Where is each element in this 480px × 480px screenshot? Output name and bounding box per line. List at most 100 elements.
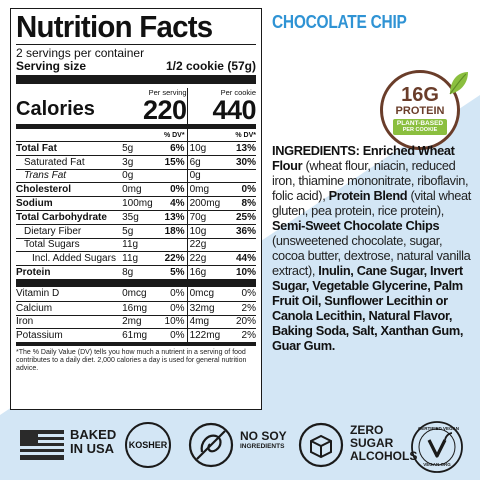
- nutrient-name: Dietary Fiber: [24, 225, 82, 237]
- nutrient-name: Vitamin D: [16, 288, 60, 300]
- dv-serving: 4%: [170, 198, 185, 210]
- badge-word: PROTEIN: [395, 104, 445, 117]
- amount-serving: 35g: [122, 211, 139, 223]
- ingredients-protein-blend: Protein Blend: [328, 188, 408, 203]
- serving-size-label: Serving size: [16, 59, 87, 73]
- amount-cookie: 10g: [186, 142, 225, 155]
- nutrient-row: Saturated Fat 3g 15% 6g 30%: [16, 154, 256, 169]
- dv-cookie: 44%: [235, 253, 256, 265]
- divider-thick: [16, 75, 256, 84]
- nutrient-name: Calcium: [16, 302, 53, 314]
- dv-serving: 15%: [164, 156, 185, 168]
- amount-serving: 0mcg: [122, 288, 147, 300]
- badge-number: 16G: [401, 83, 439, 106]
- amount-cookie: 22g: [186, 238, 225, 252]
- amount-serving: 0mg: [122, 184, 142, 196]
- sugar-cube-icon: [298, 422, 344, 468]
- amount-cookie: 22g: [186, 252, 225, 266]
- product-title: CHOCOLATE CHIP: [272, 12, 407, 32]
- badge-ribbon-line2: PER COOKIE: [402, 126, 438, 133]
- nutrient-name: Cholesterol: [16, 184, 72, 196]
- nutrient-name: Saturated Fat: [24, 156, 85, 168]
- vitamin-row: Potassium 61mg 0% 122mg 2%: [16, 328, 256, 343]
- servings-per-container: 2 servings per container: [16, 46, 145, 60]
- nutrition-facts-panel: Nutrition Facts 2 servings per container…: [10, 8, 262, 410]
- nutrition-title: Nutrition Facts: [16, 9, 213, 44]
- amount-serving: 5g: [122, 225, 134, 237]
- nutrient-rows: % DV* % DV* Total Fat 5g 6% 10g 13% Saturated…: [16, 129, 256, 373]
- dv-cookie: 13%: [235, 142, 256, 154]
- dv-serving: 0%: [170, 330, 185, 342]
- dv-cookie: 36%: [235, 225, 256, 237]
- per-serving-label: Per serving: [148, 88, 187, 97]
- ingredients-rest: Inulin, Cane Sugar, Invert Sugar, Vegeta…: [272, 263, 464, 353]
- certified-vegan-top: CERTIFIED VEGAN: [418, 426, 460, 431]
- dv-serving: 0%: [170, 288, 185, 300]
- nutrient-row: Total Carbohydrate 35g 13% 70g 25%: [16, 209, 256, 224]
- no-soy-icon: [188, 422, 234, 468]
- dv-cookie: 0%: [241, 288, 256, 300]
- nutrient-name: Protein: [16, 267, 51, 279]
- amount-serving: 5g: [122, 142, 134, 154]
- dv-serving: 22%: [164, 253, 185, 265]
- dv-header-cookie: % DV*: [235, 131, 256, 139]
- certified-vegan-icon: [411, 421, 463, 473]
- dv-serving: 5%: [170, 267, 185, 279]
- nutrient-name: Trans Fat: [24, 170, 67, 182]
- amount-serving: 100mg: [122, 198, 153, 210]
- calories-cookie-col: Per cookie 440: [186, 88, 256, 125]
- amount-serving: 61mg: [122, 330, 148, 342]
- dv-serving: 6%: [170, 142, 185, 154]
- divider-footnote: [16, 342, 256, 347]
- amount-cookie: 70g: [186, 210, 225, 224]
- amount-cookie: 0mcg: [186, 286, 225, 301]
- amount-cookie: 200mg: [186, 197, 225, 210]
- vitamin-row: Calcium 16mg 0% 32mg 2%: [16, 300, 256, 315]
- amount-cookie: 6g: [186, 155, 225, 169]
- vitamin-row: Iron 2mg 10% 4mg 20%: [16, 314, 256, 329]
- nutrient-row: Sodium 100mg 4% 200mg 8%: [16, 196, 256, 210]
- nutrient-name: Total Sugars: [24, 239, 80, 251]
- no-soy-label: NO SOY INGREDIENTS: [240, 429, 287, 451]
- ingredients-protein-detail: (vital wheat gluten, pea protein, rice p…: [272, 188, 471, 218]
- divider-vitamins: [16, 278, 256, 287]
- amount-serving: 2mg: [122, 316, 142, 328]
- ingredients-lead: INGREDIENTS: Enriched Wheat Flour: [272, 143, 455, 173]
- amount-serving: 11g: [122, 239, 139, 251]
- ingredients-text: INGREDIENTS: Enriched Wheat Flour (wheat…: [272, 143, 472, 353]
- leaf-icon: [449, 72, 468, 95]
- per-cookie-label: Per cookie: [220, 88, 256, 97]
- divider-mid: [16, 124, 256, 129]
- badge-ribbon-line1: PLANT-BASED: [396, 119, 444, 127]
- nutrient-name: Total Fat: [16, 142, 57, 154]
- dv-serving: 13%: [164, 211, 185, 223]
- dv-header-row: % DV* % DV*: [16, 129, 256, 141]
- protein-badge: 16G PROTEIN PLANT-BASED PER COOKIE: [380, 70, 460, 150]
- dv-cookie: 0%: [241, 184, 256, 196]
- certified-vegan-bottom: VEGAN.ORG: [423, 462, 451, 467]
- dv-serving: 0%: [170, 184, 185, 196]
- calories-row: Calories Per serving 220 Per cookie 440: [16, 84, 256, 124]
- nutrient-row: Total Fat 5g 6% 10g 13%: [16, 141, 256, 155]
- serving-size-value: 1/2 cookie (57g): [165, 59, 256, 73]
- amount-cookie: 122mg: [186, 329, 225, 343]
- amount-cookie: 0g: [186, 169, 225, 183]
- calories-serving-value: 220: [142, 95, 187, 125]
- amount-serving: 8g: [122, 267, 134, 279]
- badge-ribbon: PLANT-BASED PER COOKIE: [392, 118, 448, 135]
- dv-serving: 10%: [164, 316, 185, 328]
- dv-cookie: 20%: [235, 316, 256, 328]
- calories-cookie-value: 440: [212, 95, 256, 125]
- nutrient-name: Incl. Added Sugars: [32, 253, 116, 265]
- calories-serving-col: Per serving 220: [122, 88, 187, 125]
- amount-cookie: 10g: [186, 224, 225, 238]
- amount-serving: 0g: [122, 170, 134, 182]
- amount-cookie: 32mg: [186, 301, 225, 315]
- amount-cookie: 4mg: [186, 315, 225, 329]
- nutrient-row: Dietary Fiber 5g 18% 10g 36%: [16, 223, 256, 238]
- ingredients-chocolate-chips: Semi-Sweet Chocolate Chips: [272, 218, 440, 233]
- calories-label: Calories: [16, 98, 95, 120]
- amount-serving: 16mg: [122, 302, 148, 314]
- dv-cookie: 2%: [241, 302, 256, 314]
- dv-header-serving: % DV*: [163, 131, 185, 139]
